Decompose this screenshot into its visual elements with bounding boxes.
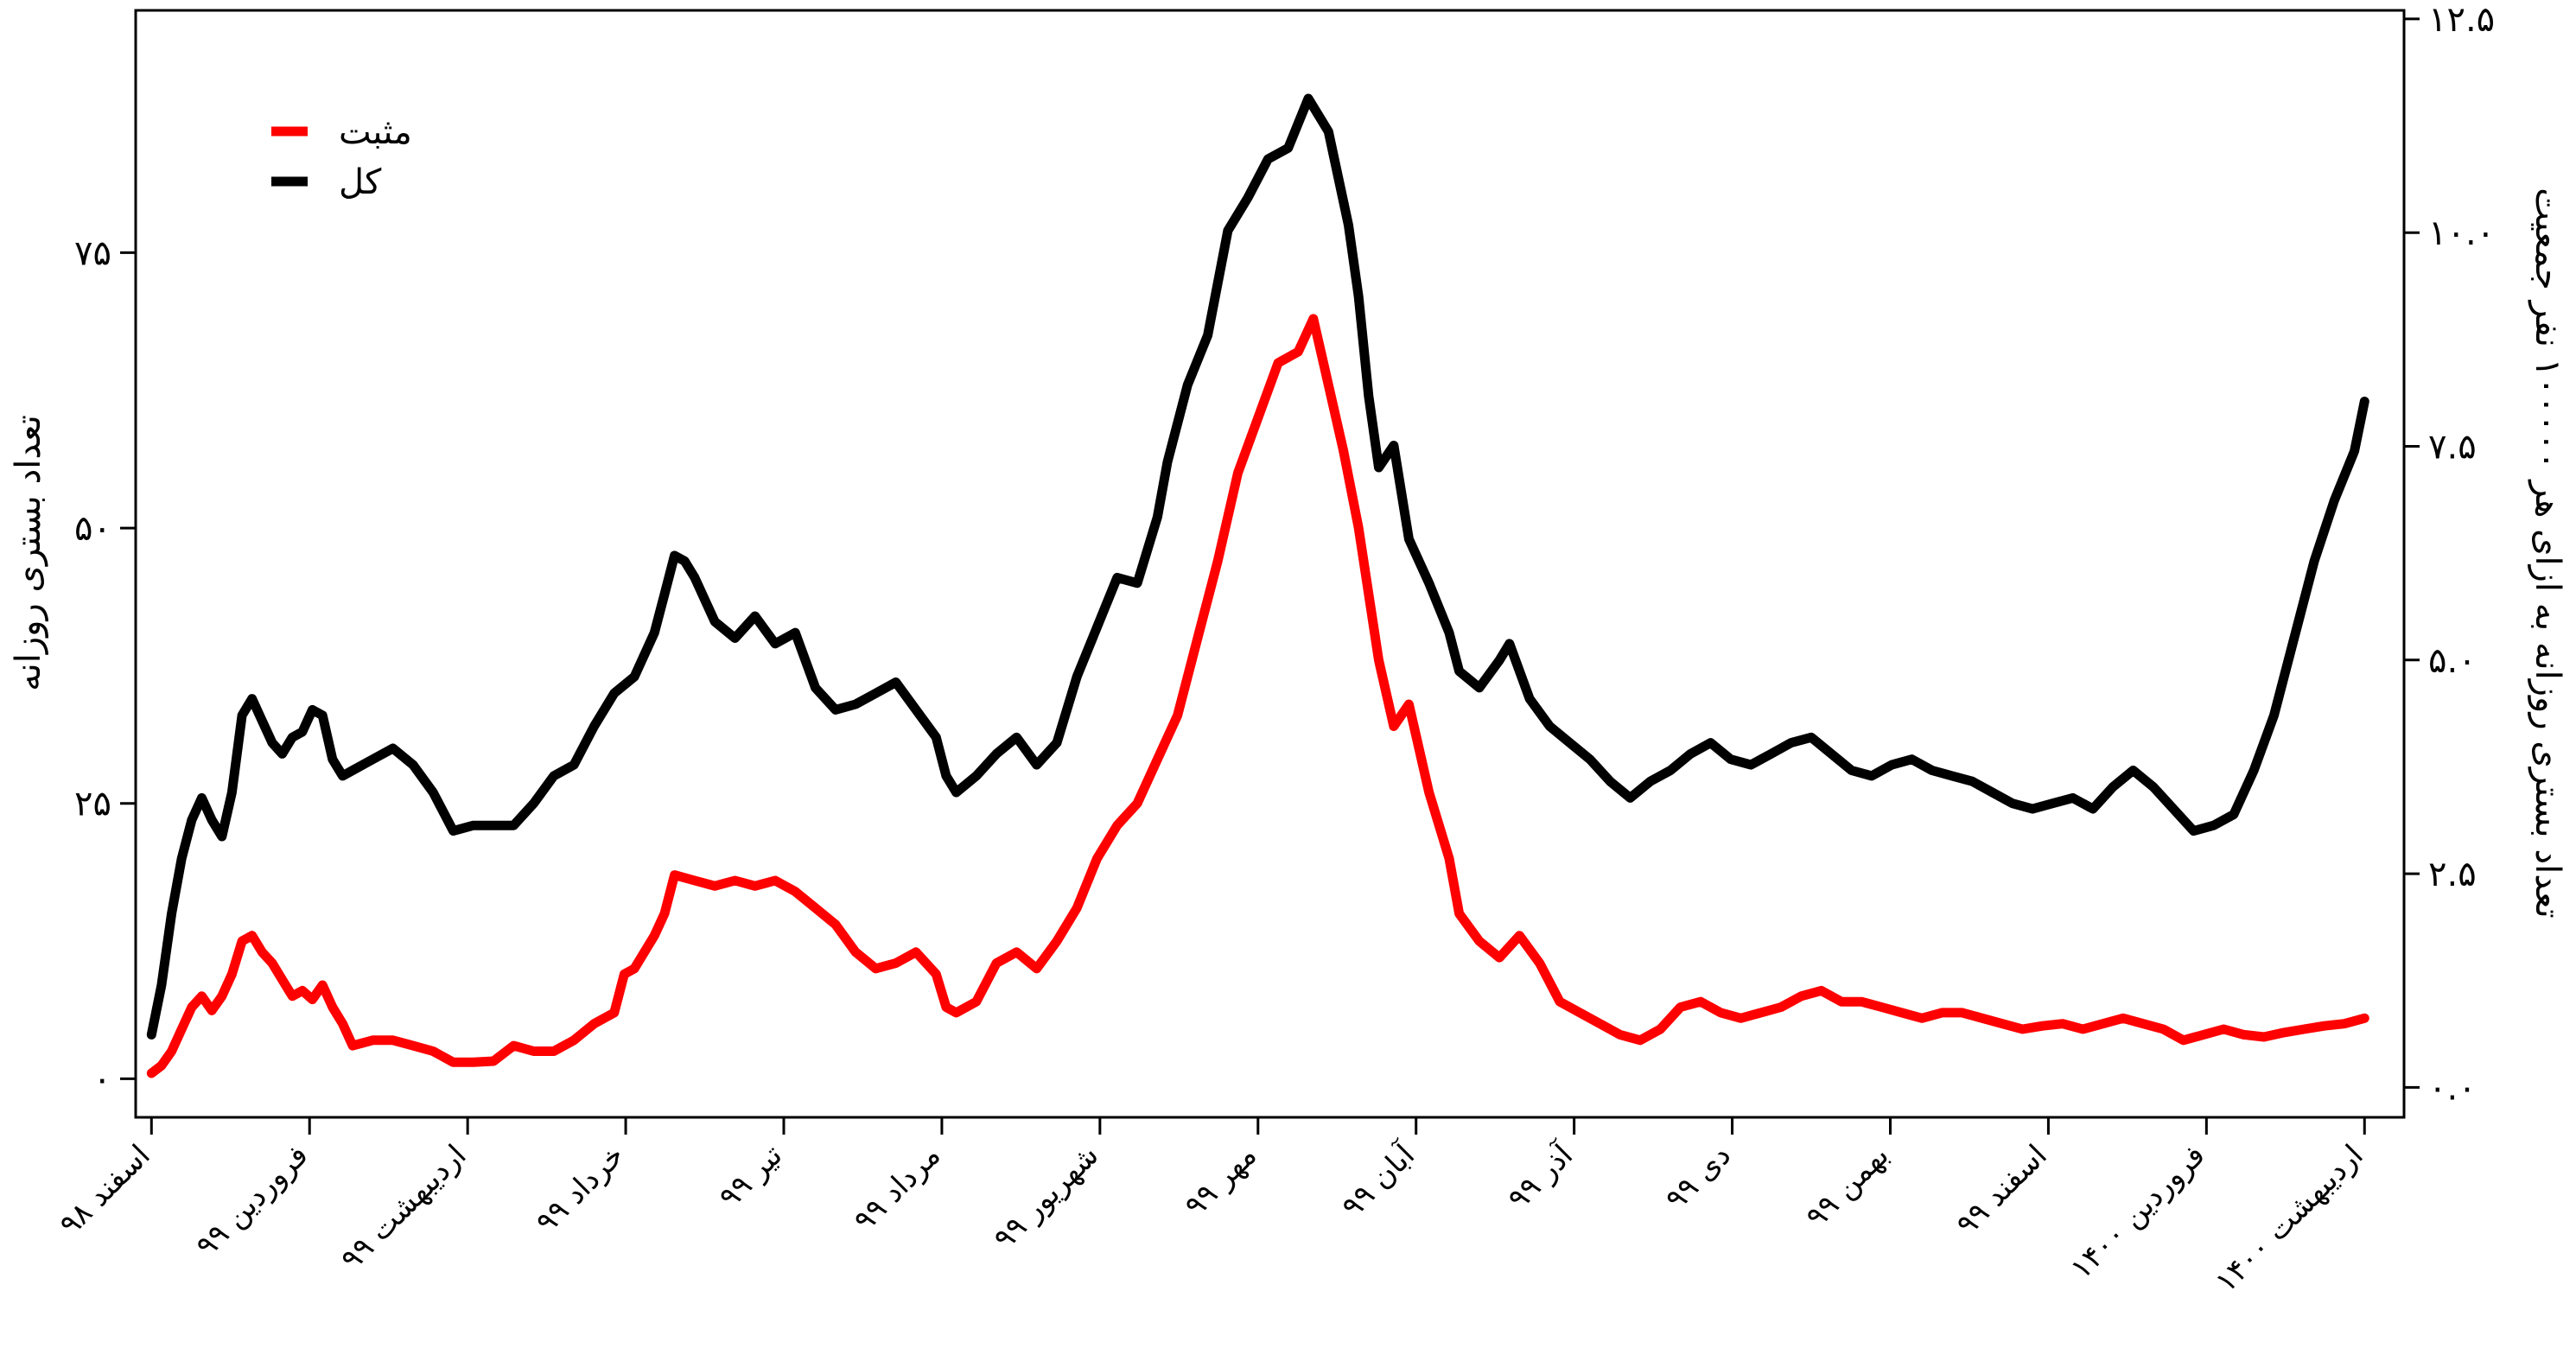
- x-tick-label: فروردین ۹۹: [189, 1138, 315, 1263]
- x-tick-label: اردیبهشت ۹۹: [334, 1138, 474, 1277]
- x-tick-label: شهریور ۹۹: [987, 1138, 1105, 1256]
- y-tick-label-left: ۰: [93, 1059, 111, 1099]
- series-line-1: [146, 314, 2369, 1078]
- x-tick-label: خرداد ۹۹: [529, 1138, 631, 1240]
- x-tick-label: آبان ۹۹: [1334, 1136, 1422, 1224]
- y-tick-label-right: ۱۰.۰: [2428, 213, 2495, 253]
- x-tick-label: آذر ۹۹: [1501, 1136, 1581, 1217]
- y-axis-title-left: تعداد بستری روزانه: [9, 415, 48, 691]
- x-tick-label: بهمن ۹۹: [1799, 1138, 1896, 1235]
- legend-label: مثبت: [339, 112, 412, 152]
- x-tick-label: دی ۹۹: [1659, 1138, 1738, 1217]
- y-tick-label-left: ۷۵: [74, 233, 111, 273]
- series-group: [146, 93, 2369, 1078]
- x-tick-label: اسفند ۹۸: [53, 1138, 157, 1243]
- y-tick-label-right: ۲.۵: [2428, 855, 2477, 894]
- y-tick-label-right: ۰.۰: [2428, 1068, 2477, 1108]
- y-tick-label-right: ۷.۵: [2428, 427, 2477, 467]
- y-tick-label-right: ۱۲.۵: [2428, 0, 2495, 40]
- y-tick-label-right: ۵.۰: [2428, 641, 2477, 681]
- x-tick-label: اردیبهشت ۱۴۰۰: [2209, 1138, 2370, 1300]
- plot-frame: [134, 9, 2406, 1119]
- x-tick-label: مهر ۹۹: [1178, 1138, 1263, 1224]
- y-axis-title-right: تعداد بستری روزانه به ازای هر ۱۰۰۰۰۰ نفر…: [2528, 188, 2567, 918]
- y-tick-label-left: ۵۰: [74, 509, 111, 549]
- x-tick-label: تیر ۹۹: [712, 1138, 789, 1215]
- legend: مثبت کل: [271, 112, 412, 202]
- y-tick-label-left: ۲۵: [74, 785, 111, 824]
- legend-label: کل: [339, 162, 382, 202]
- x-tick-label: فروردین ۱۴۰۰: [2064, 1138, 2211, 1286]
- series-line-2: [146, 93, 2369, 1040]
- x-tick-label: مرداد ۹۹: [847, 1138, 947, 1238]
- x-tick-label: اسفند ۹۹: [1949, 1138, 2054, 1243]
- axes-group: ۰ ۲۵ ۵۰ ۷۵ ۰.۰ ۲.۵ ۵.۰ ۷.۵ ۱۰.۰ ۱۲.۵ اسفند ۹۸ فرورد…: [53, 0, 2495, 1300]
